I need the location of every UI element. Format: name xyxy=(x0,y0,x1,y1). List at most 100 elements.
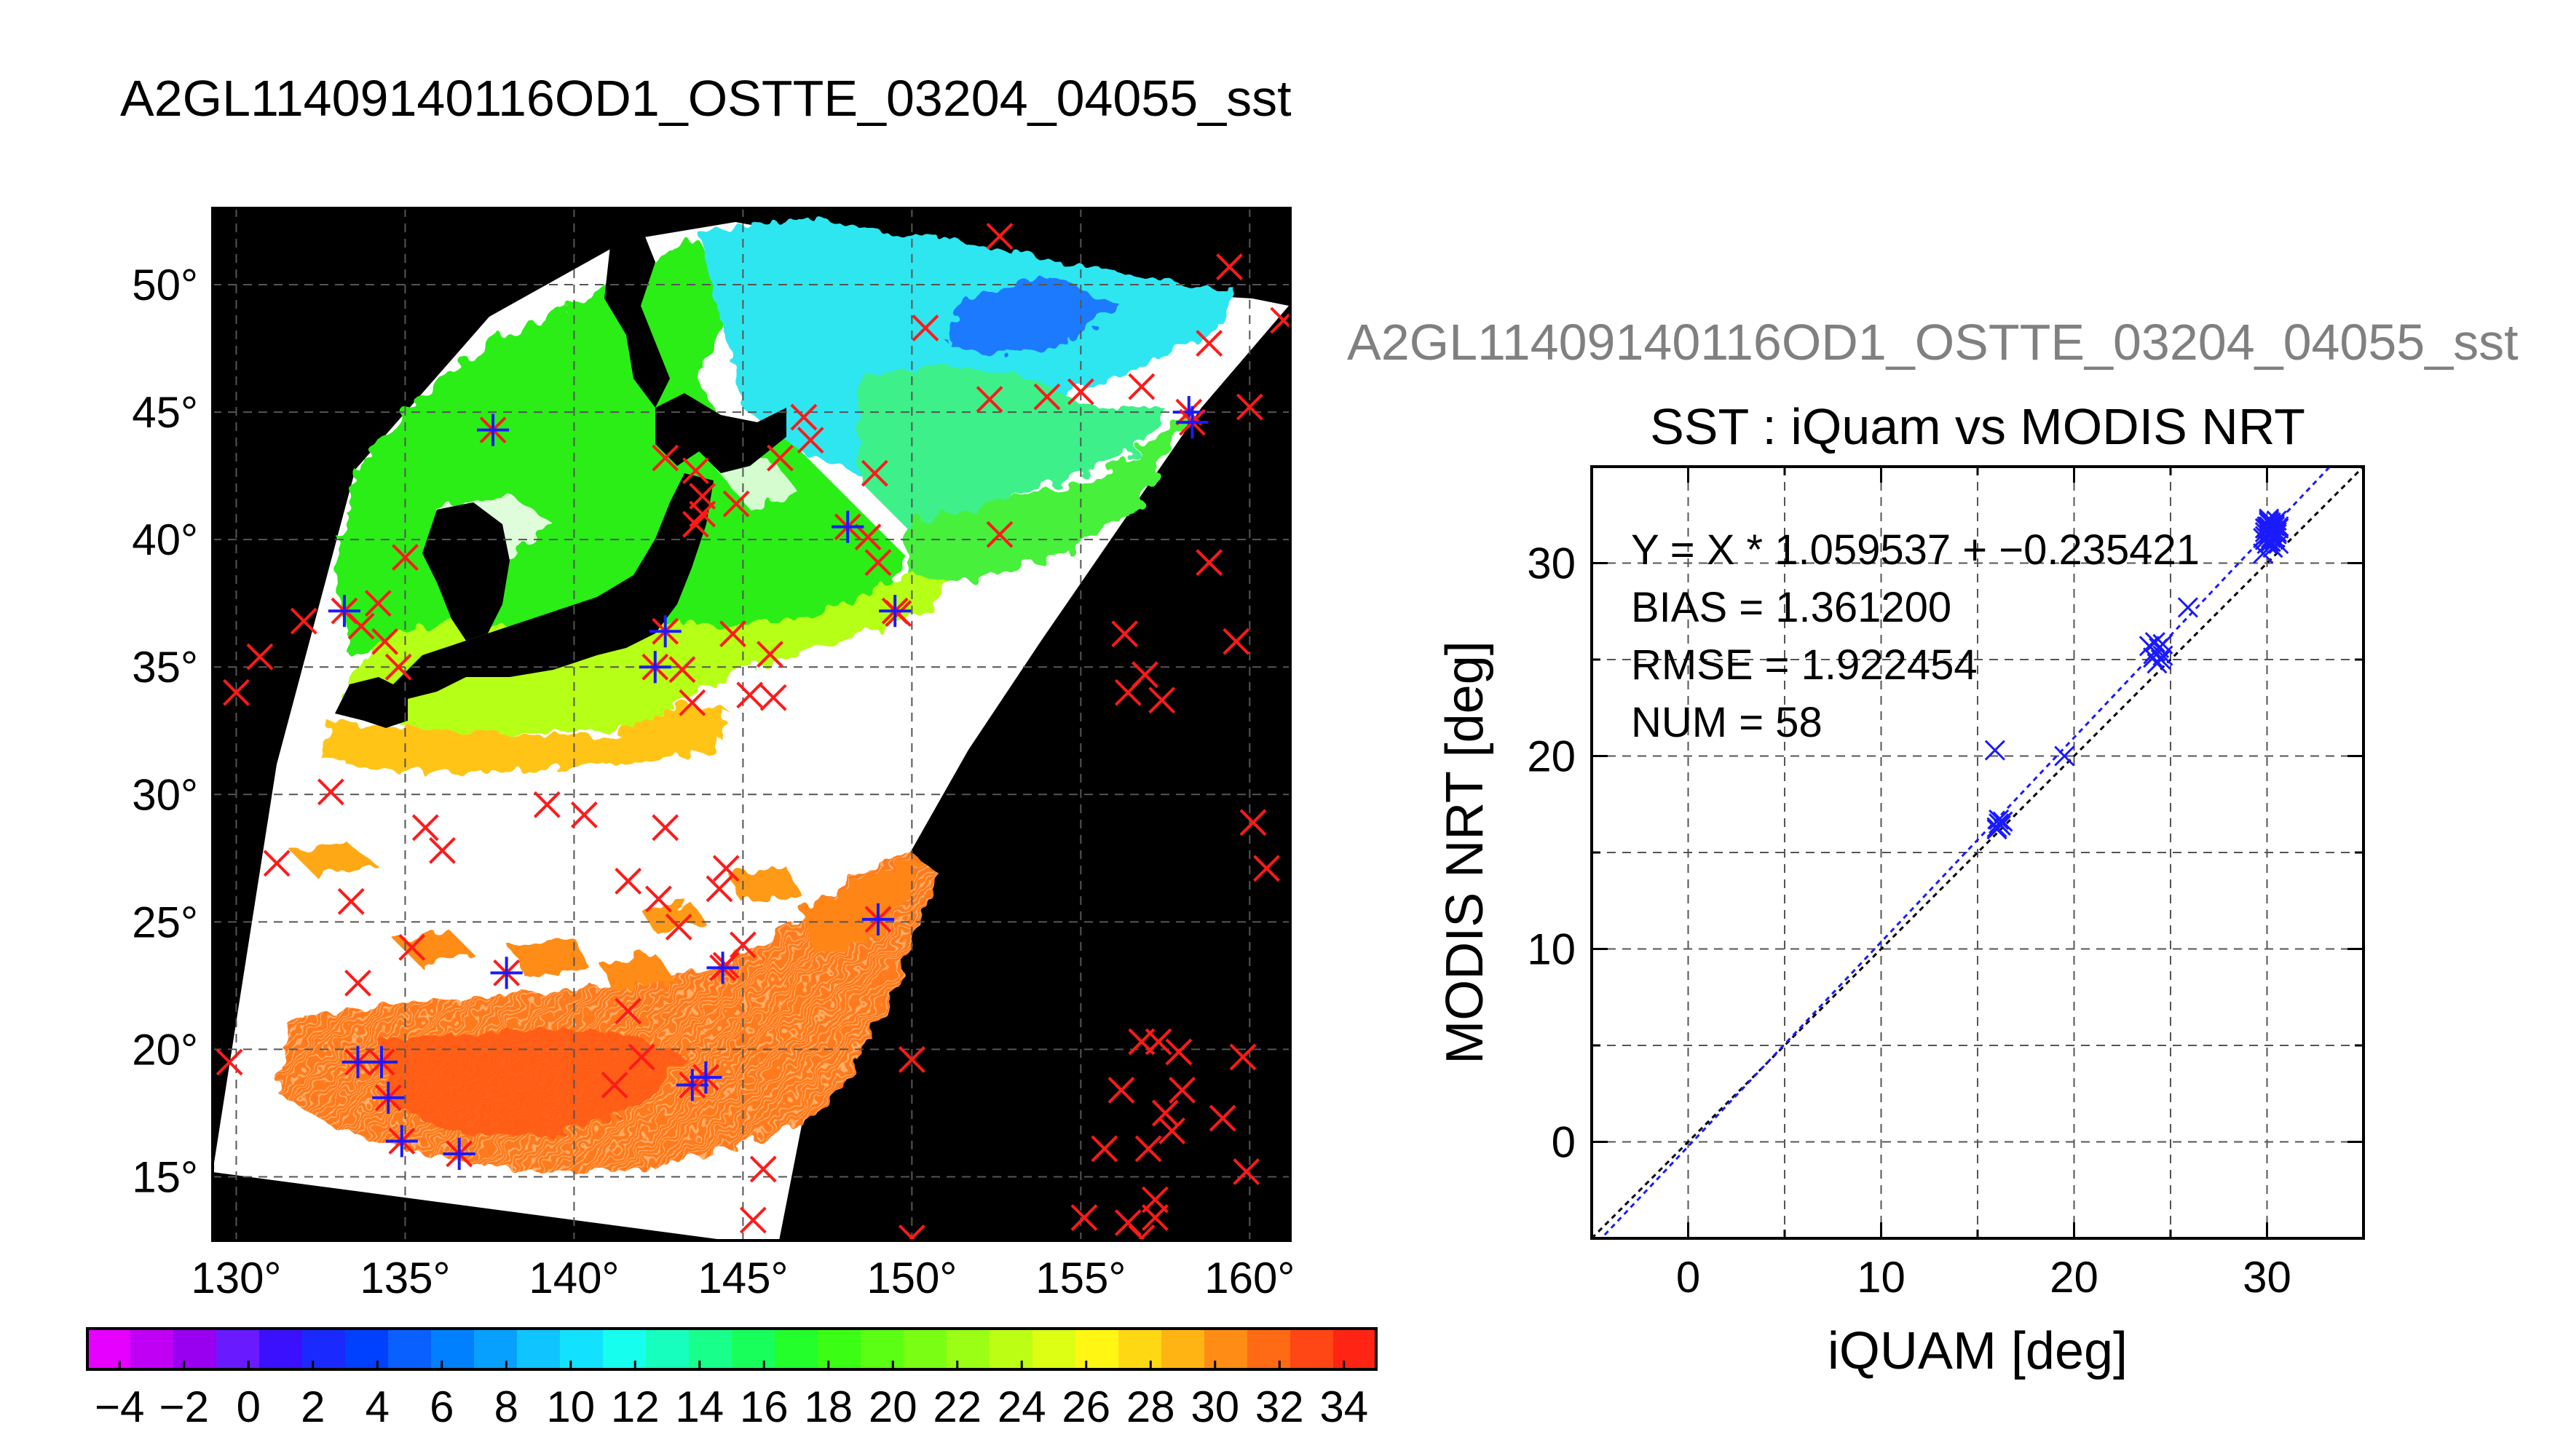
insitu-marker xyxy=(1091,1135,1118,1163)
colorbar-tick-label: 18 xyxy=(804,1382,853,1431)
colorbar-tick-label: 24 xyxy=(998,1382,1046,1431)
insitu-marker xyxy=(1253,855,1280,882)
scatter-xlabel: iQUAM [deg] xyxy=(1828,1322,2128,1380)
map-x-tick-label: 155° xyxy=(1035,1254,1126,1302)
matchup-marker-cross xyxy=(372,1081,405,1115)
matchup-marker-cross xyxy=(832,510,864,543)
regression-line xyxy=(1600,467,2331,1238)
colorbar-tick-label: 6 xyxy=(430,1382,454,1431)
matchup-marker-cross xyxy=(649,615,682,648)
scatter-y-tick-label: 30 xyxy=(1527,539,1576,588)
colorbar-tick-label: 20 xyxy=(869,1382,917,1431)
insitu-marker xyxy=(429,836,456,864)
colorbar-segment xyxy=(1247,1329,1291,1369)
insitu-marker xyxy=(1107,1077,1135,1104)
insitu-marker xyxy=(533,791,561,818)
sst-field-lime xyxy=(342,553,961,735)
map-markers xyxy=(216,223,1290,1241)
colorbar-segment xyxy=(947,1329,990,1369)
scatter-annotation: BIAS = 1.361200 xyxy=(1631,584,1951,631)
colorbar-tick-label: 30 xyxy=(1190,1382,1239,1431)
scatter-title: SST : iQuam vs MODIS NRT xyxy=(1650,398,2305,455)
insitu-marker xyxy=(570,801,598,828)
insitu-marker xyxy=(317,778,344,806)
colorbar-segment xyxy=(990,1329,1033,1369)
map-y-tick-label: 45° xyxy=(132,388,198,437)
insitu-marker xyxy=(706,875,733,903)
insitu-marker xyxy=(1196,330,1223,357)
scatter-point xyxy=(2256,518,2278,539)
sst-patch xyxy=(597,954,677,990)
scatter-x-tick-label: 30 xyxy=(2243,1253,2291,1302)
insitu-marker xyxy=(1151,1099,1179,1127)
colorbar-segment xyxy=(689,1329,732,1369)
insitu-marker xyxy=(392,544,419,571)
map-x-tick-label: 130° xyxy=(191,1254,281,1302)
scatter-point xyxy=(1986,819,2007,840)
map-x-tick-label: 160° xyxy=(1204,1254,1295,1302)
colorbar-tick-label: 10 xyxy=(546,1382,595,1431)
colorbar-tick-label: 32 xyxy=(1255,1382,1304,1431)
colorbar-segment xyxy=(861,1329,904,1369)
map-y-tick-label: 50° xyxy=(132,261,198,309)
insitu-marker xyxy=(719,620,746,648)
insitu-marker xyxy=(767,444,794,472)
insitu-marker xyxy=(344,969,371,997)
matchup-marker-cross xyxy=(639,651,671,684)
colorbar-segment xyxy=(1290,1329,1334,1369)
sst-field-teal xyxy=(859,364,1165,524)
insitu-marker xyxy=(1134,1135,1162,1163)
insitu-marker xyxy=(1196,549,1223,577)
colorbar-segment xyxy=(560,1329,604,1369)
sst-field-blue xyxy=(947,277,1121,357)
colorbar-segment xyxy=(646,1329,690,1369)
scatter-point xyxy=(2259,510,2280,531)
insitu-marker xyxy=(1128,373,1156,400)
insitu-marker xyxy=(1236,393,1263,421)
matchup-marker-cross xyxy=(690,1061,722,1094)
scatter-x-tick-label: 10 xyxy=(1857,1253,1906,1302)
land-mass xyxy=(335,211,1092,728)
colorbar-segment xyxy=(1032,1329,1076,1369)
insitu-marker xyxy=(861,459,888,487)
map-y-tick-label: 20° xyxy=(132,1025,198,1074)
colorbar-segment xyxy=(775,1329,818,1369)
map-y-tick-label: 25° xyxy=(132,898,198,946)
insitu-marker xyxy=(398,933,426,961)
scatter-annotations: Y = X * 1.059537 + −0.235421 BIAS = 1.361… xyxy=(1631,526,2200,746)
scatter-y-tick-label: 10 xyxy=(1527,925,1576,974)
matchup-marker-cross xyxy=(676,1069,708,1101)
insitu-marker xyxy=(1033,383,1061,411)
insitu-marker xyxy=(628,1043,655,1071)
insitu-marker xyxy=(1128,1028,1156,1056)
colorbar-segment xyxy=(431,1329,475,1369)
map-x-tick-label: 145° xyxy=(698,1254,788,1302)
colorbar-segment xyxy=(732,1329,775,1369)
land-korea xyxy=(422,502,510,641)
sst-field-yellow xyxy=(320,703,728,772)
scatter-file-title: A2GL11409140116OD1_OSTTE_03204_04055_sst xyxy=(1347,314,2519,371)
matchup-marker-cross xyxy=(490,957,523,989)
land-sakhalin xyxy=(604,226,670,408)
insitu-marker xyxy=(1239,809,1267,836)
colorbar-segment xyxy=(345,1329,389,1369)
colorbar-tick-label: 34 xyxy=(1319,1382,1368,1431)
map-y-tick-label: 35° xyxy=(132,643,198,692)
colorbar-tick-label: 2 xyxy=(301,1382,325,1431)
sst-patch xyxy=(291,844,379,874)
colorbar-tick-label: 8 xyxy=(494,1382,518,1431)
insitu-marker xyxy=(384,653,412,681)
insitu-marker xyxy=(759,684,787,711)
colorbar-segment xyxy=(517,1329,561,1369)
map-frame xyxy=(211,207,1292,1242)
matchup-marker-cross xyxy=(385,1125,418,1158)
scatter-grid xyxy=(1590,465,2365,1240)
colorbar-segment xyxy=(302,1329,346,1369)
colorbar-segment xyxy=(1118,1329,1162,1369)
one-to-one-line xyxy=(1592,467,2364,1238)
colorbar-tick-label: 16 xyxy=(740,1382,789,1431)
scatter-point xyxy=(2144,632,2165,653)
insitu-marker xyxy=(854,523,882,551)
matchup-marker-cross xyxy=(365,1045,398,1079)
